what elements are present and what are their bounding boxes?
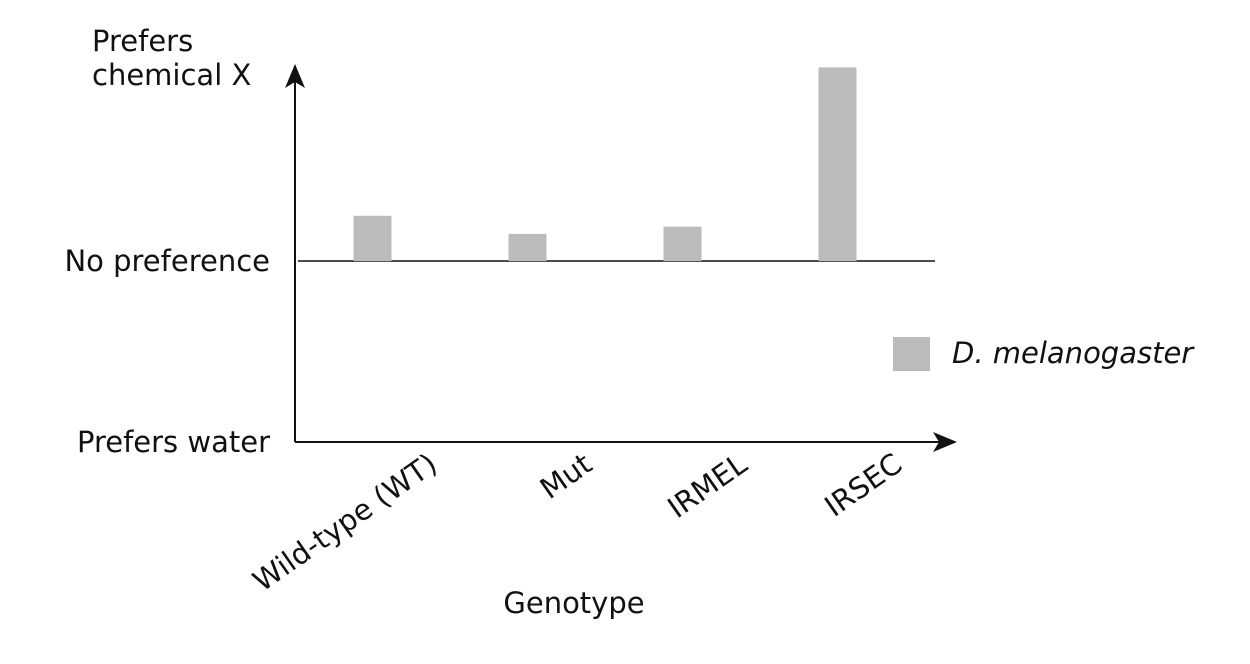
x-tick-label: IRSEC: [818, 446, 908, 523]
y-tick-label: Prefers chemical X: [92, 24, 252, 92]
bar: [508, 233, 547, 262]
x-axis-label: Genotype: [503, 586, 644, 620]
x-tick-label: Wild-type (WT): [247, 446, 443, 598]
bar: [818, 67, 857, 262]
bar: [353, 215, 392, 262]
x-tick-label: Mut: [534, 446, 598, 505]
y-tick-label: No preference: [64, 244, 270, 279]
bar: [663, 226, 702, 262]
y-tick-label: Prefers water: [76, 425, 270, 459]
legend-label: D. melanogaster: [952, 336, 1195, 370]
legend-swatch: [893, 337, 930, 371]
x-tick-label: IRMEL: [661, 446, 753, 524]
